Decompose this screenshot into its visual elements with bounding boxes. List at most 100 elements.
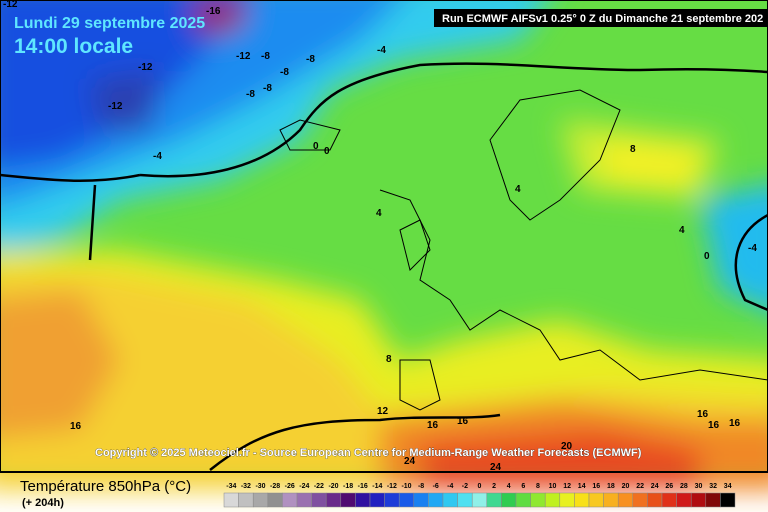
scale-swatch [267, 492, 283, 508]
scale-tick-label: -28 [270, 483, 280, 490]
contour-labels: -16-12-12-12-12-8-8-8-8-8-4-40 044840-481… [3, 0, 757, 473]
contour-label: -4 [748, 243, 757, 254]
contour-label: 16 [708, 420, 720, 431]
scale-tick-label: 4 [507, 483, 511, 490]
scale-tick-label: -18 [343, 483, 353, 490]
scale-tick-label: 32 [709, 483, 717, 490]
scale-swatch [661, 492, 677, 508]
contour-label: 16 [457, 416, 469, 427]
scale-tick-label: -2 [462, 483, 468, 490]
scale-tick-label: -34 [226, 483, 236, 490]
scale-tick-label: 16 [592, 483, 600, 490]
scale-tick-label: 26 [665, 483, 673, 490]
scale-tick-label: 12 [563, 483, 571, 490]
scale-swatch [428, 492, 444, 508]
scale-tick-label: 18 [607, 483, 615, 490]
scale-tick-label: 2 [492, 483, 496, 490]
contour-label: -8 [306, 54, 315, 65]
scale-tick-label: 34 [724, 483, 732, 490]
contour-label: -4 [153, 151, 162, 162]
scale-tick-label: 30 [695, 483, 703, 490]
contour-label: 16 [427, 420, 439, 431]
contour-label: 8 [386, 354, 392, 365]
scale-swatch [588, 492, 604, 508]
contour-label: -8 [280, 67, 289, 78]
contour-label: 24 [490, 462, 502, 473]
scale-tick-label: -32 [241, 483, 251, 490]
scale-swatch [296, 492, 312, 508]
scale-swatch [252, 492, 269, 508]
scale-swatch [282, 492, 298, 508]
scale-swatch [413, 492, 429, 508]
contour-label: -12 [236, 51, 251, 62]
freezing-line [0, 62, 768, 471]
contour-label: -8 [261, 51, 270, 62]
scale-swatch [705, 492, 721, 508]
time-label: 14:00 locale [14, 35, 133, 58]
scale-swatch [632, 492, 648, 508]
scale-tick-label: -22 [314, 483, 324, 490]
scale-tick-label: -24 [299, 483, 309, 490]
scale-tick-label: -30 [255, 483, 265, 490]
contour-label: 20 [561, 441, 573, 452]
scale-tick-label: -16 [358, 483, 368, 490]
scale-swatch [442, 492, 458, 508]
contour-label: 16 [70, 421, 82, 432]
contour-label: -12 [108, 101, 123, 112]
scale-swatch [398, 492, 415, 508]
scale-swatch [617, 492, 634, 508]
date-label: Lundi 29 septembre 2025 [14, 15, 205, 32]
scale-swatch [223, 492, 239, 508]
scale-tick-label: 0 [478, 483, 482, 490]
scale-tick-label: 22 [636, 483, 644, 490]
scale-swatch [340, 492, 356, 508]
contour-label: -12 [3, 0, 18, 10]
scale-tick-label: -4 [447, 483, 453, 490]
map-frame [0, 0, 768, 473]
scale-swatch [720, 492, 736, 508]
scale-swatch [676, 492, 692, 508]
contour-label: 16 [729, 418, 741, 429]
contour-label: 16 [697, 409, 709, 420]
scale-swatch [238, 492, 254, 508]
scale-swatch [690, 492, 707, 508]
scale-tick-label: -8 [418, 483, 424, 490]
contour-label: -16 [206, 6, 221, 17]
contour-label: -8 [246, 89, 255, 100]
contour-label: 0 [704, 251, 710, 262]
scale-tick-label: 6 [521, 483, 525, 490]
contour-label: -4 [377, 45, 386, 56]
scale-tick-label: -6 [433, 483, 439, 490]
scale-tick-label: -10 [401, 483, 411, 490]
scale-swatch [369, 492, 385, 508]
scale-tick-label: -20 [328, 483, 338, 490]
scale-swatch [355, 492, 371, 508]
scale-tick-label: 24 [651, 483, 659, 490]
contour-label: 4 [515, 184, 521, 195]
legend-title: Température 850hPa (°C) [20, 478, 191, 495]
scale-tick-label: 8 [536, 483, 540, 490]
scale-swatch [486, 492, 502, 508]
scale-swatch [647, 492, 663, 508]
scale-swatch [603, 492, 619, 508]
scale-swatch [457, 492, 473, 508]
contour-label: 4 [376, 208, 382, 219]
scale-tick-label: 28 [680, 483, 688, 490]
scale-swatch [530, 492, 546, 508]
contour-label: 4 [679, 225, 685, 236]
contour-label: 0 [324, 146, 330, 157]
scale-tick-label: -12 [387, 483, 397, 490]
contour-label: 0 [313, 141, 319, 152]
scale-swatch [544, 492, 561, 508]
contour-label: -8 [263, 83, 272, 94]
scale-tick-label: -14 [372, 483, 382, 490]
scale-swatch [574, 492, 590, 508]
scale-swatch [515, 492, 531, 508]
scale-swatch [311, 492, 327, 508]
contour-label: 8 [630, 144, 636, 155]
run-info: Run ECMWF AIFSv1 0.25° 0 Z du Dimanche 2… [442, 13, 763, 25]
copyright: Copyright © 2025 Meteociel.fr - Source E… [95, 447, 642, 459]
run-banner [434, 9, 768, 27]
